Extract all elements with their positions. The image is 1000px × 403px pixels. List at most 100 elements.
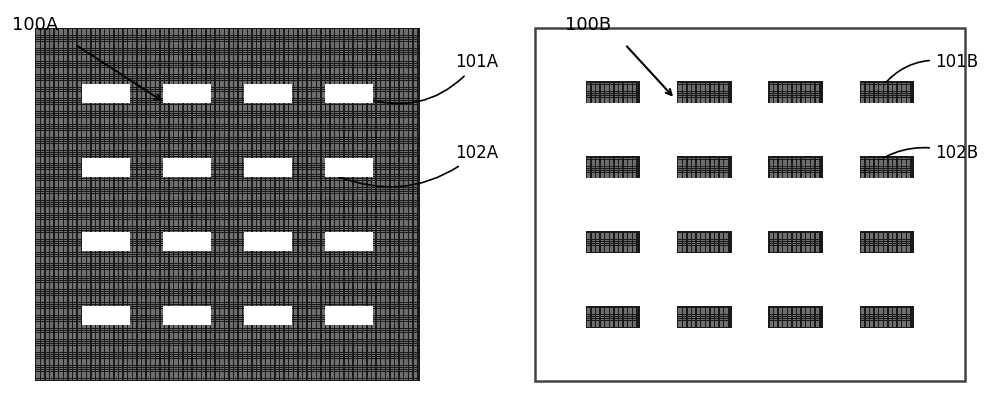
Bar bbox=[73, 108, 76, 110]
Bar bbox=[326, 323, 329, 325]
Bar bbox=[138, 77, 141, 78]
Bar bbox=[174, 372, 178, 373]
Bar bbox=[322, 114, 325, 115]
Bar bbox=[386, 145, 389, 147]
Bar bbox=[889, 307, 892, 309]
Bar bbox=[253, 257, 256, 258]
Bar bbox=[335, 307, 339, 308]
Bar bbox=[147, 110, 150, 112]
Bar bbox=[414, 216, 417, 217]
Bar bbox=[701, 94, 705, 95]
Bar bbox=[207, 96, 210, 97]
Bar bbox=[345, 288, 348, 289]
Bar bbox=[294, 97, 297, 98]
Bar bbox=[36, 168, 40, 169]
Bar bbox=[165, 294, 168, 295]
Bar bbox=[312, 277, 316, 278]
Bar bbox=[391, 360, 394, 362]
Bar bbox=[202, 54, 205, 56]
Bar bbox=[156, 210, 159, 212]
Bar bbox=[216, 368, 219, 369]
Bar bbox=[151, 114, 155, 115]
Bar bbox=[243, 257, 247, 258]
Bar bbox=[308, 312, 311, 314]
Bar bbox=[110, 244, 113, 245]
Bar bbox=[115, 140, 118, 141]
Bar bbox=[701, 85, 705, 86]
Bar bbox=[340, 183, 343, 184]
Bar bbox=[202, 131, 205, 132]
Bar bbox=[239, 101, 242, 102]
Bar bbox=[317, 235, 320, 236]
Bar bbox=[50, 244, 53, 245]
Bar bbox=[133, 162, 136, 163]
Bar bbox=[624, 176, 627, 178]
Bar bbox=[678, 101, 682, 103]
Bar bbox=[124, 275, 127, 276]
Bar bbox=[331, 168, 334, 169]
Bar bbox=[138, 288, 141, 289]
Bar bbox=[133, 285, 136, 286]
Bar bbox=[783, 83, 787, 84]
Bar bbox=[816, 317, 819, 318]
Bar bbox=[308, 320, 311, 321]
Bar bbox=[161, 168, 164, 169]
Bar bbox=[142, 338, 145, 339]
Bar bbox=[115, 69, 118, 71]
Bar bbox=[202, 242, 205, 243]
Bar bbox=[610, 98, 613, 99]
Bar bbox=[50, 210, 53, 212]
Bar bbox=[156, 93, 159, 95]
Bar bbox=[628, 162, 632, 163]
Bar bbox=[326, 103, 329, 104]
Bar bbox=[78, 75, 81, 76]
Bar bbox=[124, 288, 127, 289]
Bar bbox=[349, 71, 352, 73]
Bar bbox=[230, 277, 233, 278]
Bar bbox=[395, 309, 398, 310]
Bar bbox=[368, 103, 371, 104]
Bar bbox=[331, 175, 334, 177]
Bar bbox=[101, 91, 104, 93]
Bar bbox=[345, 60, 348, 61]
Bar bbox=[395, 227, 398, 228]
Bar bbox=[377, 68, 380, 69]
Bar bbox=[55, 183, 58, 184]
Bar bbox=[289, 368, 293, 369]
Bar bbox=[174, 327, 178, 328]
Bar bbox=[115, 91, 118, 93]
Bar bbox=[119, 257, 122, 258]
Bar bbox=[184, 342, 187, 343]
Bar bbox=[601, 101, 604, 103]
Bar bbox=[64, 353, 67, 354]
Bar bbox=[317, 290, 320, 291]
Bar bbox=[96, 364, 99, 366]
Bar bbox=[193, 192, 196, 193]
Bar bbox=[358, 264, 362, 265]
Bar bbox=[133, 327, 136, 328]
Bar bbox=[262, 260, 265, 262]
Bar bbox=[243, 112, 247, 113]
Bar bbox=[202, 370, 205, 371]
Bar bbox=[133, 340, 136, 341]
Bar bbox=[377, 190, 380, 191]
Bar bbox=[202, 223, 205, 224]
Bar bbox=[308, 131, 311, 132]
Bar bbox=[133, 168, 136, 169]
Bar bbox=[354, 353, 357, 354]
Bar bbox=[225, 309, 228, 310]
Bar bbox=[354, 355, 357, 356]
Bar bbox=[156, 286, 159, 288]
Bar bbox=[96, 133, 99, 134]
Bar bbox=[409, 79, 412, 80]
Bar bbox=[724, 251, 728, 252]
Bar bbox=[197, 314, 201, 316]
Bar bbox=[59, 360, 63, 362]
Bar bbox=[165, 281, 168, 282]
Bar bbox=[907, 169, 910, 170]
Bar bbox=[128, 156, 132, 158]
Bar bbox=[706, 251, 709, 252]
Bar bbox=[322, 156, 325, 158]
Bar bbox=[151, 108, 155, 110]
Bar bbox=[368, 212, 371, 214]
